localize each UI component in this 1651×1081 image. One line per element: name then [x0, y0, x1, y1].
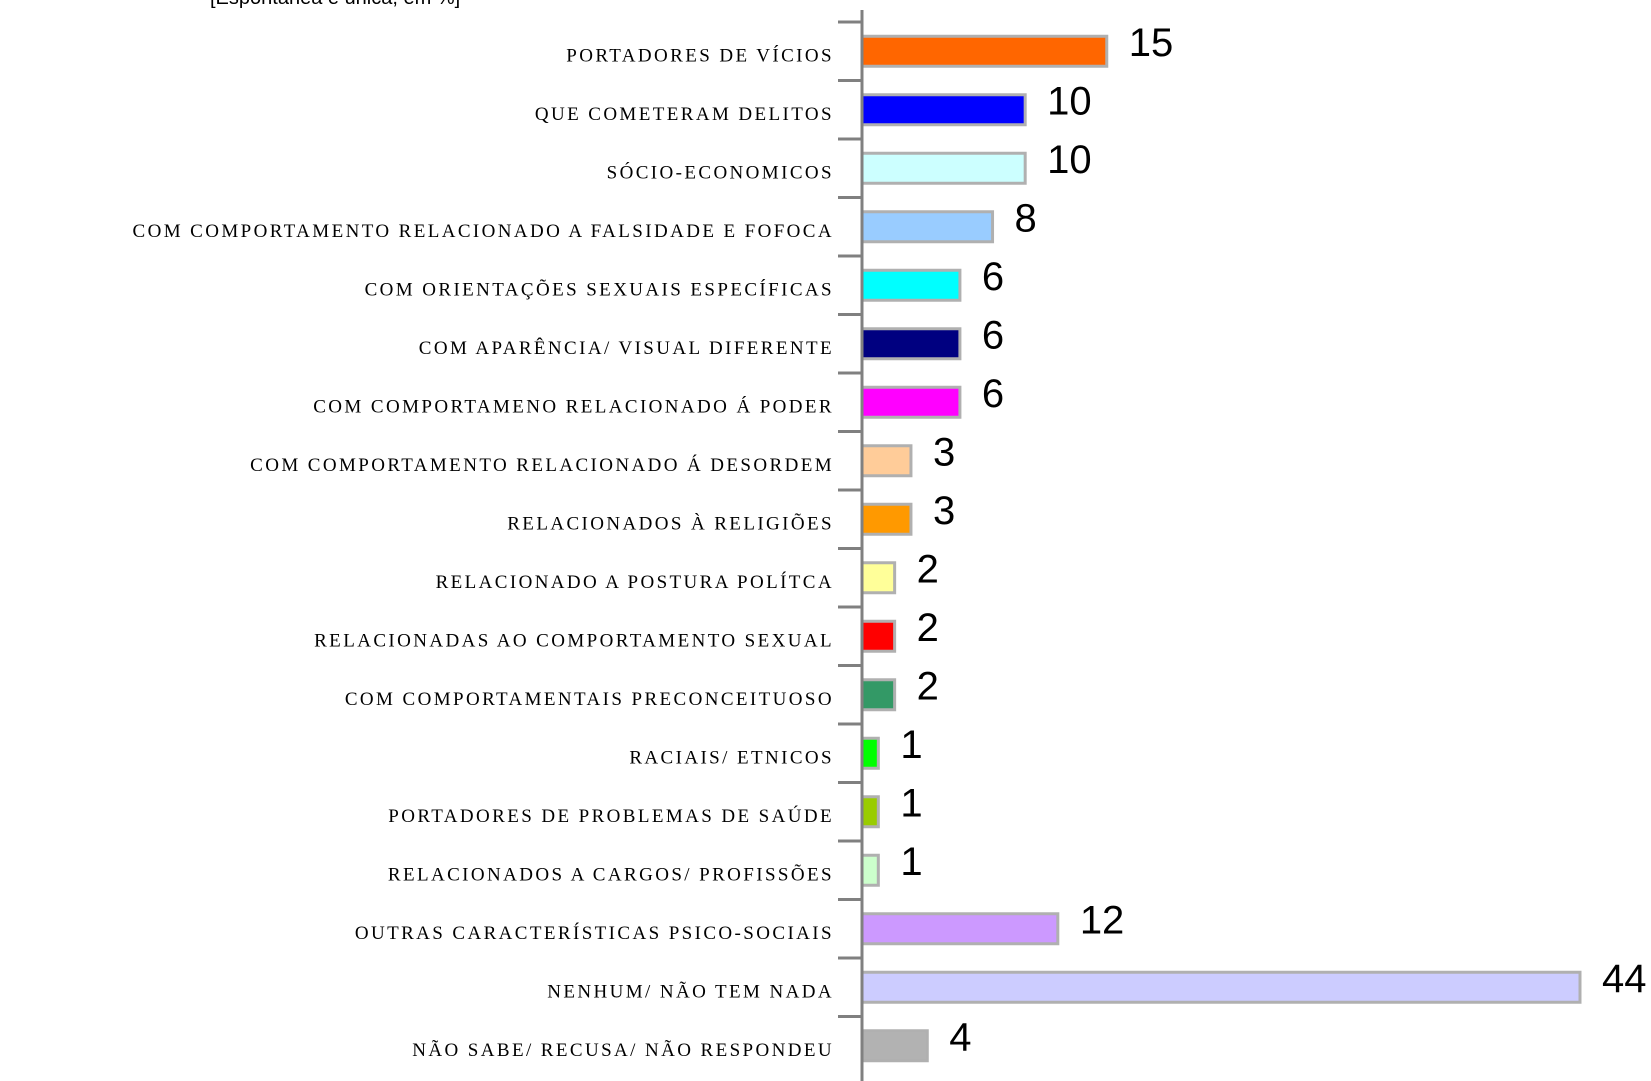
y-tick-label: COM COMPORTAMENTO RELACIONADO Á DESORDEM: [250, 454, 834, 476]
bar: [860, 93, 1027, 127]
value-label: 10: [1047, 138, 1092, 182]
bar: [860, 34, 1109, 68]
bar: [860, 385, 962, 419]
value-label: 4: [949, 1015, 971, 1059]
y-tick-label: RACIAIS/ ETNICOS: [629, 748, 834, 769]
value-label: 1: [900, 840, 922, 884]
y-tick-label: QUE COMETERAM DELITOS: [535, 104, 834, 125]
value-label: 2: [917, 664, 939, 708]
y-tick-label: NENHUM/ NÃO TEM NADA: [547, 981, 834, 1003]
y-tick-label: RELACIONADAS AO COMPORTAMENTO SEXUAL: [314, 631, 834, 652]
bar: [860, 853, 880, 887]
bar: [860, 561, 897, 595]
y-tick-label: SÓCIO-ECONOMICOS: [607, 162, 834, 184]
y-tick-label: COM COMPORTAMENO RELACIONADO Á PODER: [313, 396, 834, 418]
value-label: 8: [1015, 196, 1037, 240]
bar: [860, 736, 880, 770]
y-tick-label: PORTADORES DE VÍCIOS: [566, 45, 834, 67]
value-label: 1: [900, 781, 922, 825]
y-tick-label: NÃO SABE/ RECUSA/ NÃO RESPONDEU: [412, 1039, 834, 1061]
value-label: 15: [1129, 21, 1174, 65]
y-tick-label: RELACIONADO A POSTURA POLÍTCA: [436, 571, 834, 593]
value-label: 10: [1047, 79, 1092, 123]
bar: [860, 210, 995, 244]
bar: [860, 619, 897, 653]
bar: [860, 151, 1027, 185]
y-tick-label: RELACIONADOS À RELIGIÕES: [507, 513, 834, 535]
value-label: 3: [933, 430, 955, 474]
value-label: 3: [933, 489, 955, 533]
bar: [860, 795, 880, 829]
y-tick-label: COM COMPORTAMENTO RELACIONADO A FALSIDAD…: [133, 221, 834, 242]
y-tick-label: COM COMPORTAMENTAIS PRECONCEITUOSO: [345, 689, 834, 710]
bar: [860, 444, 913, 478]
value-label: 2: [917, 606, 939, 650]
value-label: 1: [900, 723, 922, 767]
value-label: 6: [982, 255, 1004, 299]
y-tick-label: OUTRAS CARACTERÍSTICAS PSICO-SOCIAIS: [355, 922, 834, 944]
bar: [860, 970, 1582, 1004]
value-label: 12: [1080, 898, 1125, 942]
bar: [860, 327, 962, 361]
y-tick-label: COM ORIENTAÇÕES SEXUAIS ESPECÍFICAS: [365, 279, 834, 301]
bar: [860, 1029, 929, 1063]
bar: [860, 502, 913, 536]
bar: [860, 912, 1060, 946]
bar: [860, 678, 897, 712]
chart-subtitle: [Espontânea e única, em %]: [210, 0, 460, 9]
y-tick-label: PORTADORES DE PROBLEMAS DE SAÚDE: [388, 805, 834, 827]
y-tick-label: COM APARÊNCIA/ VISUAL DIFERENTE: [419, 337, 834, 359]
value-label: 6: [982, 313, 1004, 357]
value-label: 44: [1602, 957, 1647, 1001]
bar: [860, 268, 962, 302]
value-label: 6: [982, 372, 1004, 416]
y-tick-label: RELACIONADOS A CARGOS/ PROFISSÕES: [388, 864, 834, 886]
value-label: 2: [917, 547, 939, 591]
